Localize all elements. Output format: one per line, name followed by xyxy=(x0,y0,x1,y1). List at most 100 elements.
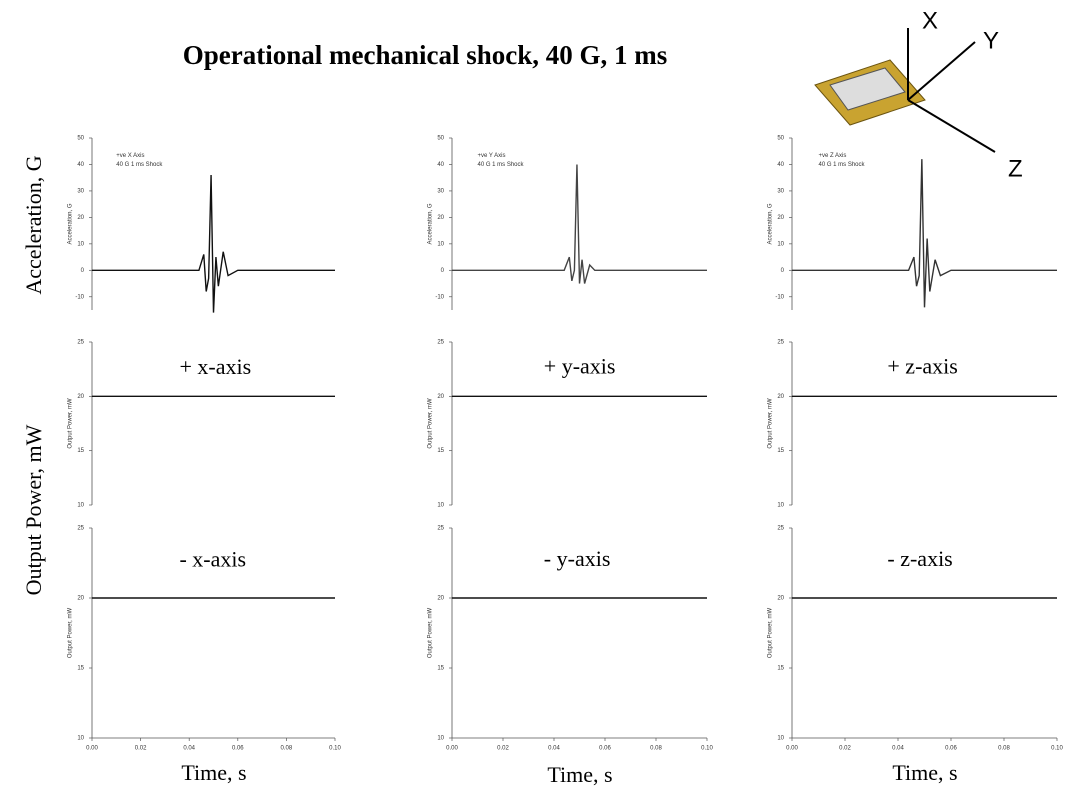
y-tick-label: 20 xyxy=(77,394,84,400)
annotation: + y-axis xyxy=(544,353,616,378)
column-label: Time, s xyxy=(547,762,612,787)
row-label: Acceleration, G xyxy=(21,155,46,294)
y-tick-label: 15 xyxy=(77,448,84,454)
y-tick-label: 25 xyxy=(77,340,84,346)
y-tick-label: 40 xyxy=(777,162,784,168)
y-tick-label: 10 xyxy=(77,736,84,742)
y-tick-label: 10 xyxy=(777,241,784,247)
y-tick-label: 10 xyxy=(777,503,784,509)
y-axis-label: Acceleration, G xyxy=(428,203,434,244)
x-tick-label: 0.10 xyxy=(329,746,341,752)
y-axis-label: Acceleration, G xyxy=(768,203,774,244)
y-tick-label: 15 xyxy=(437,666,444,672)
y-tick-label: 10 xyxy=(77,503,84,509)
axes-diagram: X Y Z xyxy=(814,7,1023,182)
y-axis-label: Output Power, mW xyxy=(68,398,74,449)
y-tick-label: 50 xyxy=(777,136,784,142)
annotation: +ve Z Axis xyxy=(819,153,847,159)
y-axis-label: Output Power, mW xyxy=(428,607,434,658)
y-tick-label: 25 xyxy=(777,526,784,532)
data-line xyxy=(452,164,707,284)
axis-arrow xyxy=(907,99,996,153)
y-axis-label: Output Power, mW xyxy=(768,607,774,658)
x-tick-label: 0.02 xyxy=(839,746,851,752)
y-tick-label: 0 xyxy=(441,268,445,274)
x-tick-label: 0.08 xyxy=(650,746,662,752)
annotation: +ve Y Axis xyxy=(478,153,506,159)
annotation: - x-axis xyxy=(179,546,246,571)
y-tick-label: 20 xyxy=(77,596,84,602)
x-tick-label: 0.00 xyxy=(86,746,98,752)
y-axis-label: Output Power, mW xyxy=(68,607,74,658)
y-axis-label: Acceleration, G xyxy=(68,203,74,244)
annotation: 40 G 1 ms Shock xyxy=(478,162,525,168)
y-tick-label: 0 xyxy=(81,268,85,274)
y-tick-label: -10 xyxy=(75,294,84,300)
y-tick-label: 10 xyxy=(437,736,444,742)
x-tick-label: 0.10 xyxy=(701,746,713,752)
x-tick-label: 0.02 xyxy=(135,746,147,752)
y-tick-label: 20 xyxy=(437,394,444,400)
y-tick-label: 20 xyxy=(437,596,444,602)
y-tick-label: 15 xyxy=(777,448,784,454)
y-tick-label: 15 xyxy=(777,666,784,672)
y-tick-label: 20 xyxy=(777,596,784,602)
x-tick-label: 0.00 xyxy=(446,746,458,752)
y-axis-label: Output Power, mW xyxy=(428,398,434,449)
slide-title: Operational mechanical shock, 40 G, 1 ms xyxy=(183,40,668,70)
y-tick-label: 20 xyxy=(777,215,784,221)
y-tick-label: 20 xyxy=(777,394,784,400)
axis-label: Y xyxy=(983,27,999,54)
y-tick-label: 0 xyxy=(781,268,785,274)
x-tick-label: 0.02 xyxy=(497,746,509,752)
y-axis-label: Output Power, mW xyxy=(768,398,774,449)
y-tick-label: 10 xyxy=(437,503,444,509)
y-tick-label: 25 xyxy=(77,526,84,532)
annotation: - y-axis xyxy=(544,546,611,571)
annotation: 40 G 1 ms Shock xyxy=(116,162,163,168)
y-tick-label: 10 xyxy=(77,241,84,247)
x-tick-label: 0.00 xyxy=(786,746,798,752)
y-tick-label: 30 xyxy=(77,189,84,195)
axis-label: Z xyxy=(1008,155,1023,182)
axis-label: X xyxy=(922,7,938,34)
y-tick-label: -10 xyxy=(435,294,444,300)
y-tick-label: 40 xyxy=(77,162,84,168)
x-tick-label: 0.06 xyxy=(599,746,611,752)
x-tick-label: 0.04 xyxy=(183,746,195,752)
y-tick-label: 25 xyxy=(437,526,444,532)
y-tick-label: 50 xyxy=(437,136,444,142)
data-line xyxy=(792,159,1057,308)
y-tick-label: -10 xyxy=(775,294,784,300)
device-board xyxy=(829,67,906,111)
x-tick-label: 0.04 xyxy=(892,746,904,752)
annotation: - z-axis xyxy=(887,546,952,571)
x-tick-label: 0.04 xyxy=(548,746,560,752)
annotation: 40 G 1 ms Shock xyxy=(819,162,866,168)
annotation: + z-axis xyxy=(887,353,957,378)
y-tick-label: 25 xyxy=(437,340,444,346)
x-tick-label: 0.08 xyxy=(998,746,1010,752)
y-tick-label: 25 xyxy=(777,340,784,346)
y-tick-label: 40 xyxy=(437,162,444,168)
y-tick-label: 30 xyxy=(437,189,444,195)
x-tick-label: 0.10 xyxy=(1051,746,1063,752)
y-tick-label: 50 xyxy=(77,136,84,142)
y-tick-label: 15 xyxy=(77,666,84,672)
y-tick-label: 10 xyxy=(437,241,444,247)
x-tick-label: 0.08 xyxy=(281,746,293,752)
column-label: Time, s xyxy=(181,760,246,785)
annotation: + x-axis xyxy=(179,354,251,379)
x-tick-label: 0.06 xyxy=(945,746,957,752)
axis-arrow xyxy=(907,41,976,101)
y-tick-label: 20 xyxy=(437,215,444,221)
row-label: Output Power, mW xyxy=(21,424,46,595)
annotation: +ve X Axis xyxy=(116,153,144,159)
y-tick-label: 10 xyxy=(777,736,784,742)
y-tick-label: 20 xyxy=(77,215,84,221)
column-label: Time, s xyxy=(892,760,957,785)
data-line xyxy=(92,175,335,313)
y-tick-label: 30 xyxy=(777,189,784,195)
